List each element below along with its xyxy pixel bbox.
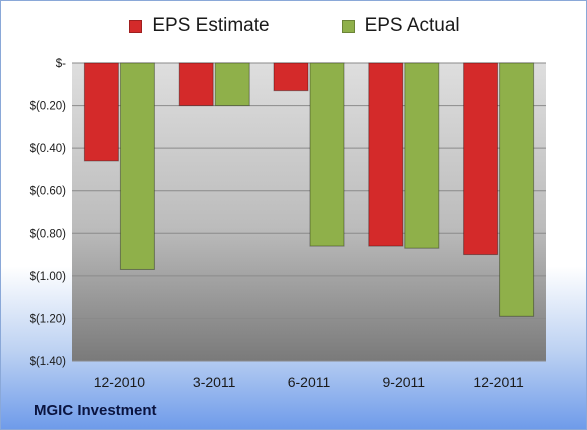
- company-name: MGIC Investment: [34, 402, 157, 419]
- x-tick-label: 9-2011: [383, 374, 426, 390]
- x-axis-ticks: 12-2010 3-2011 6-2011 9-2011 12-2011: [94, 374, 524, 390]
- legend: EPS Estimate EPS Actual: [1, 15, 586, 37]
- x-tick-label: 12-2010: [94, 374, 146, 390]
- x-tick-label: 3-2011: [193, 374, 236, 390]
- y-tick-label: $(0.80): [30, 228, 67, 240]
- bar-eps-estimate: [368, 62, 404, 247]
- legend-item-actual: EPS Actual: [341, 15, 460, 37]
- y-tick-label: $(0.20): [30, 101, 67, 113]
- y-tick-label: $(1.20): [30, 313, 67, 325]
- y-tick-label: $(1.40): [30, 356, 67, 368]
- y-tick-label: $(1.00): [30, 271, 67, 283]
- bar-eps-actual: [404, 62, 440, 249]
- bar-eps-actual: [499, 62, 535, 317]
- bars: [83, 62, 535, 317]
- x-tick-label: 6-2011: [288, 374, 331, 390]
- bar-eps-estimate: [178, 62, 214, 107]
- legend-label-actual: EPS Actual: [364, 15, 460, 36]
- x-tick-label: 12-2011: [473, 374, 524, 390]
- legend-swatch-estimate: [129, 19, 143, 33]
- y-tick-label: $(0.40): [30, 143, 67, 155]
- bar-eps-actual: [214, 62, 250, 107]
- legend-label-estimate: EPS Estimate: [152, 15, 270, 36]
- y-tick-label: $(0.60): [30, 186, 67, 198]
- bar-eps-estimate: [273, 62, 309, 92]
- bar-eps-estimate: [463, 62, 499, 256]
- bar-eps-actual: [309, 62, 345, 247]
- y-axis-ticks: $- $(0.20) $(0.40) $(0.60) $(0.80) $(1.00) $(1…: [30, 58, 67, 368]
- bar-eps-actual: [119, 62, 155, 270]
- bar-eps-estimate: [83, 62, 119, 162]
- legend-item-estimate: EPS Estimate: [129, 15, 270, 37]
- legend-swatch-actual: [341, 19, 355, 33]
- y-tick-label: $-: [56, 58, 66, 70]
